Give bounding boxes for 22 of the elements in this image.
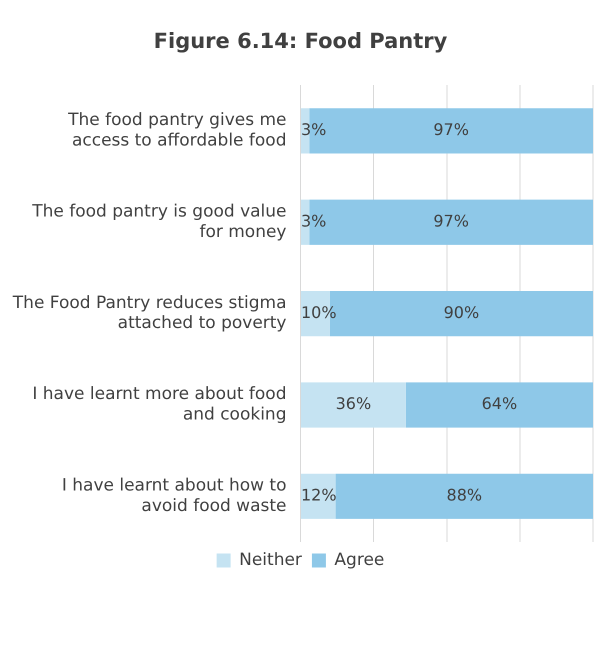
data-label: 88%	[446, 485, 482, 504]
data-label: 36%	[336, 394, 372, 414]
data-label: 12%	[301, 485, 337, 504]
chart-title: Figure 6.14: Food Pantry	[154, 29, 448, 54]
data-label: 90%	[444, 302, 480, 322]
bar	[301, 474, 336, 519]
y-tick-label: The Food Pantry reduces stigma attached to poverty	[12, 292, 286, 334]
y-tick-label: The food pantry is good value for money	[31, 201, 286, 242]
data-label: 3%	[300, 120, 326, 140]
legend-label: Neither	[239, 550, 302, 570]
bar	[406, 382, 593, 428]
bar	[301, 382, 406, 428]
legend-label: Agree	[334, 550, 384, 570]
data-label: 64%	[482, 394, 518, 414]
bar	[336, 474, 593, 519]
y-tick-label: I have learnt more about food and cooking	[32, 384, 286, 425]
data-label: 97%	[433, 120, 469, 140]
data-label: 97%	[433, 211, 469, 230]
data-label: 10%	[301, 302, 337, 322]
y-tick-label: I have learnt about how to avoid food waste	[62, 476, 286, 516]
data-label: 3%	[300, 211, 326, 230]
y-tick-label: The food pantry gives me access to affordable food	[67, 110, 286, 150]
